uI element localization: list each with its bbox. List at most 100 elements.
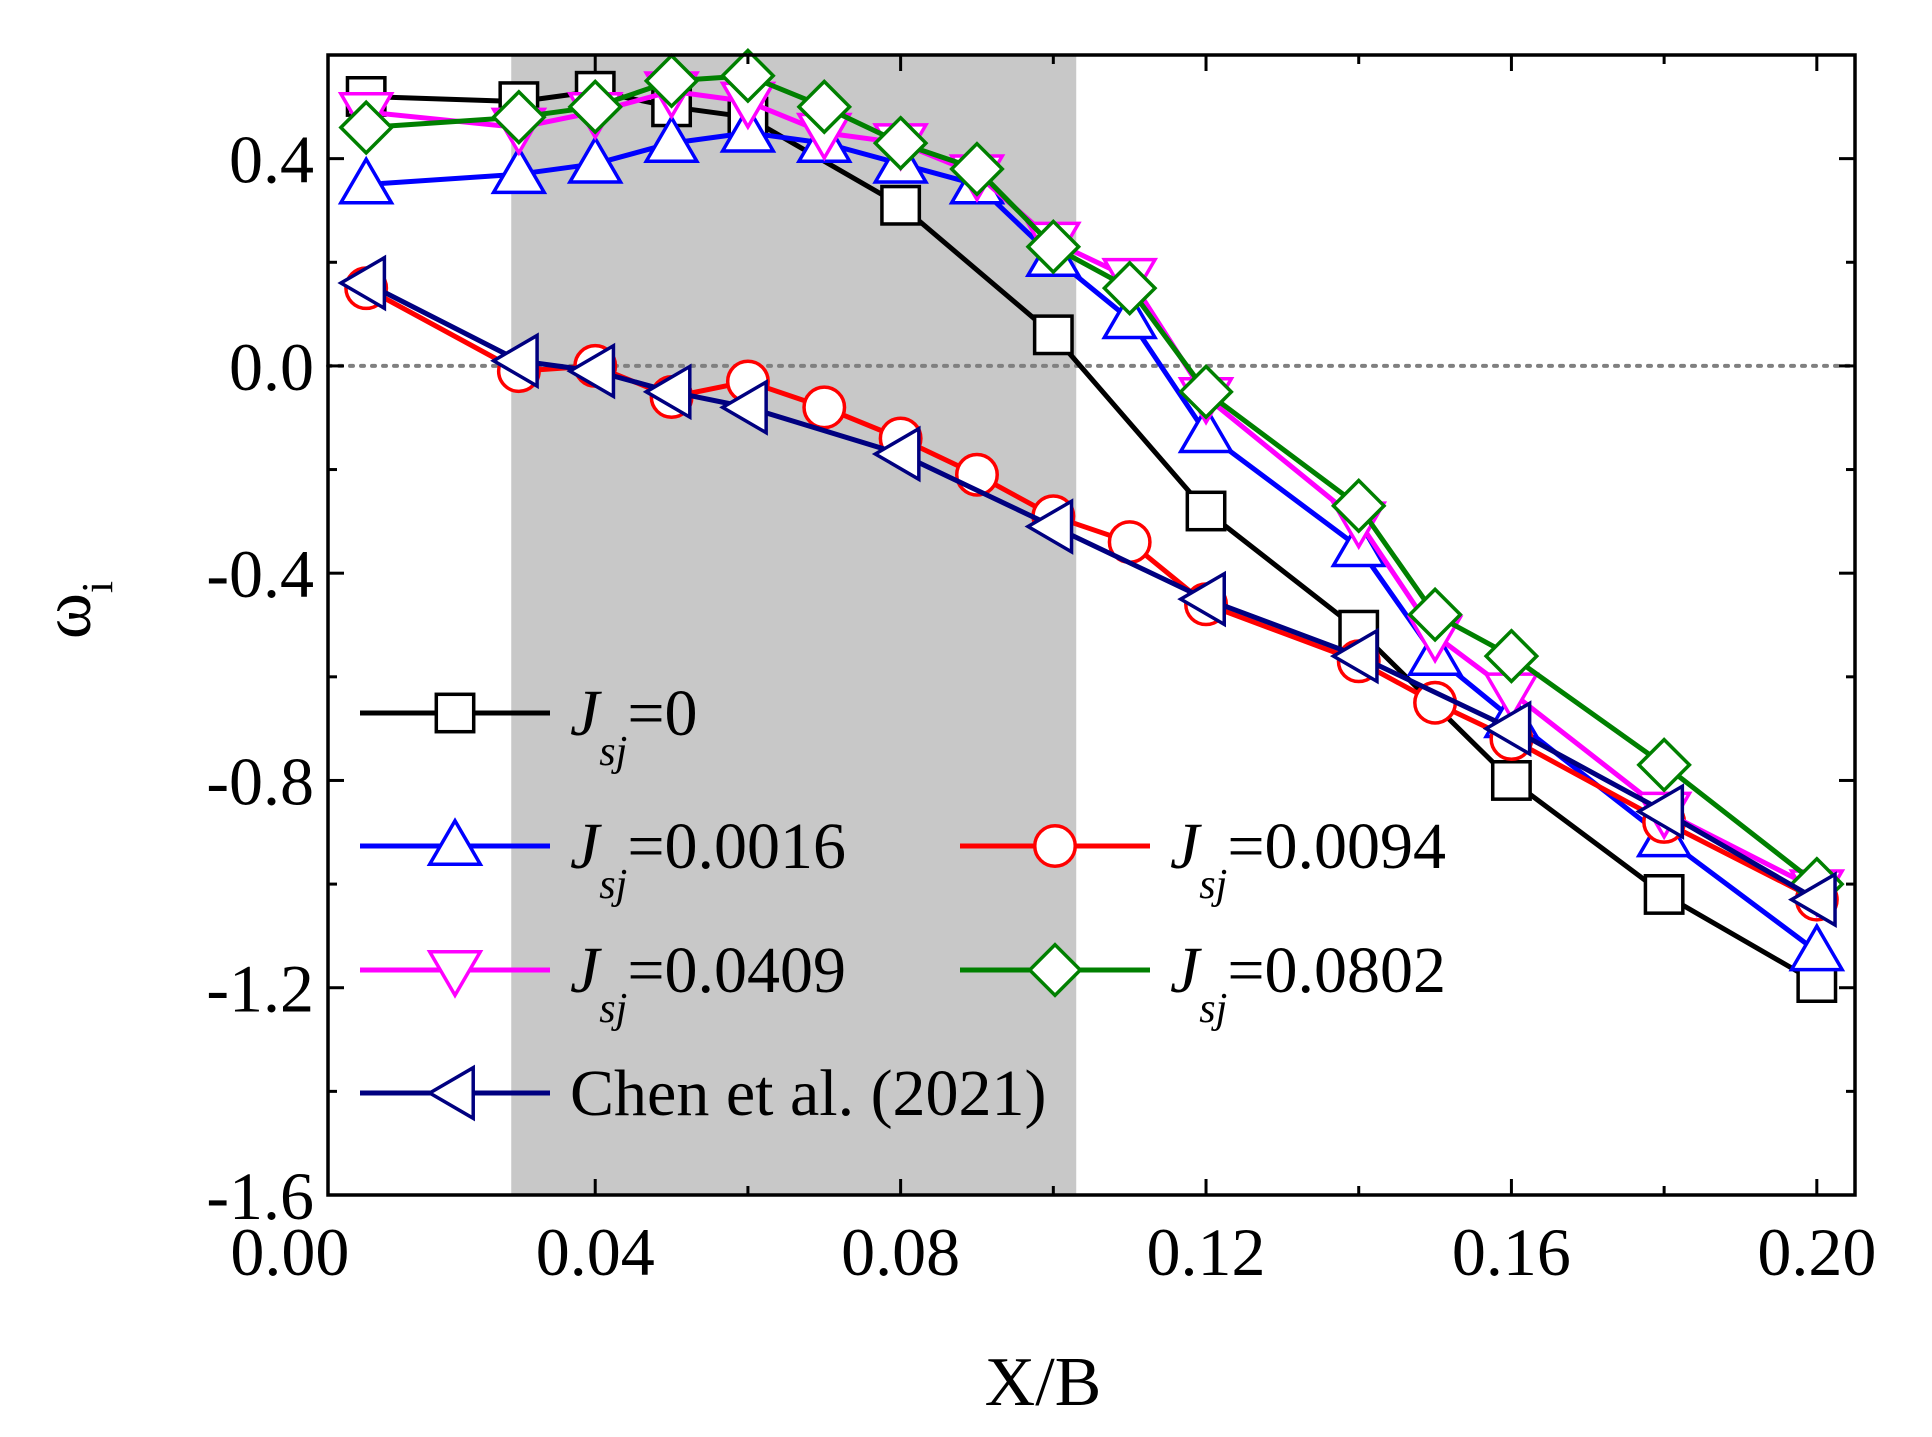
- data-point-0-9: [1490, 760, 1532, 801]
- legend-label-3: Jsj=0.0409: [570, 934, 846, 1032]
- data-point-2-5: [802, 385, 847, 430]
- data-point-5-7: [1177, 570, 1226, 628]
- legend-marker-5: [426, 1064, 475, 1122]
- legend-label-value: =0.0016: [627, 810, 846, 883]
- data-point-5-6: [1024, 498, 1074, 555]
- plot-frame: [326, 53, 1857, 1197]
- legend-label-value: =0.0802: [1227, 934, 1446, 1007]
- data-point-5-10: [1635, 783, 1685, 840]
- data-point-1-15: [1788, 922, 1846, 972]
- axis-ticks: [328, 55, 1855, 1197]
- x-tick-label: 0.16: [1452, 1214, 1571, 1290]
- legend-label-main: J: [570, 677, 602, 750]
- legend-label-5: Chen et al. (2021): [570, 1057, 1047, 1130]
- legend-entry-2: Jsj=0.0094: [960, 810, 1446, 908]
- data-point-4-13: [1483, 628, 1540, 684]
- legend-label-sub: sj: [1199, 862, 1227, 908]
- y-tick-label: -1.6: [206, 1158, 314, 1234]
- series-line-4: [366, 73, 1819, 887]
- legend-entry-1: Jsj=0.0016: [360, 810, 846, 908]
- legend-marker-1: [426, 817, 484, 866]
- data-point-1-1: [490, 145, 548, 195]
- series-4: [338, 47, 1845, 912]
- data-point-0-5: [880, 184, 922, 226]
- legend-entry-0: Jsj=0: [360, 677, 698, 775]
- data-point-4-7: [949, 141, 1005, 197]
- data-point-0-6: [1032, 314, 1074, 356]
- x-tick-labels: 0.00 0.04 0.08 0.12 0.16 0.20: [230, 1214, 1876, 1290]
- series-line-1: [366, 130, 1819, 954]
- data-point-5-5: [871, 425, 921, 483]
- data-point-5-2: [566, 342, 616, 400]
- data-point-0-10: [1643, 874, 1685, 915]
- legend-entry-3: Jsj=0.0409: [360, 934, 846, 1032]
- legend-marker-4: [1027, 942, 1083, 998]
- series-5: [337, 254, 1837, 928]
- x-tick-label: 0.00: [230, 1214, 349, 1290]
- data-point-5-11: [1788, 871, 1837, 928]
- data-point-1-3: [643, 114, 700, 164]
- data-point-4-9: [1101, 260, 1158, 316]
- data-point-4-8: [1025, 218, 1082, 275]
- data-point-4-2: [567, 79, 623, 135]
- legend-label-main: J: [1170, 810, 1202, 883]
- data-point-2-12: [1413, 680, 1458, 725]
- data-point-4-12: [1407, 586, 1463, 643]
- data-point-5-9: [1482, 700, 1532, 757]
- legend-label-2: Jsj=0.0094: [1170, 810, 1446, 908]
- data-point-0-7: [1185, 490, 1227, 532]
- y-tick-label: 0.4: [229, 122, 314, 198]
- legend-label-value: =0.0409: [627, 934, 846, 1007]
- data-point-4-4: [720, 47, 776, 104]
- legend-label-sub: sj: [599, 729, 627, 775]
- data-point-4-11: [1330, 478, 1387, 534]
- x-tick-label: 0.12: [1147, 1214, 1266, 1290]
- series-layer: [337, 47, 1846, 1003]
- legend-marker-3: [426, 950, 484, 999]
- legend-marker-2: [1033, 824, 1077, 868]
- legend-entry-5: Chen et al. (2021): [360, 1057, 1047, 1130]
- y-tick-label: 0.0: [229, 329, 314, 405]
- legend-label-main: J: [570, 934, 602, 1007]
- data-point-1-2: [566, 135, 624, 184]
- legend-label-main: J: [1170, 934, 1202, 1007]
- data-point-4-10: [1178, 364, 1234, 420]
- legend-label-4: Jsj=0.0802: [1170, 934, 1446, 1032]
- legend-label-sub: sj: [599, 862, 627, 908]
- y-axis-title-sub: i: [73, 581, 122, 593]
- x-tick-label: 0.08: [841, 1214, 960, 1290]
- data-point-1-0: [337, 155, 395, 205]
- data-point-5-4: [719, 379, 768, 436]
- data-point-4-6: [872, 115, 929, 171]
- x-tick-label: 0.04: [536, 1214, 655, 1290]
- data-point-5-3: [642, 363, 692, 421]
- data-point-4-5: [796, 79, 853, 135]
- data-point-4-0: [338, 99, 394, 156]
- legend-marker-0: [434, 692, 476, 734]
- legend-label-1: Jsj=0.0016: [570, 810, 846, 908]
- data-point-4-14: [1636, 737, 1692, 793]
- legend-label-sub: sj: [599, 986, 627, 1032]
- legend-label-sub: sj: [1199, 986, 1227, 1032]
- y-axis-title-main: ω: [29, 593, 106, 639]
- data-point-4-1: [491, 89, 547, 145]
- data-point-5-8: [1329, 627, 1379, 685]
- y-tick-labels: -1.6 -1.2 -0.8 -0.4 0.0 0.4: [206, 122, 314, 1234]
- data-point-1-10: [1177, 404, 1235, 454]
- data-point-5-1: [490, 332, 539, 390]
- legend-label-main: J: [570, 810, 602, 883]
- y-tick-label: -0.8: [206, 743, 314, 819]
- x-tick-label: 0.20: [1757, 1214, 1876, 1290]
- shaded-band: [511, 55, 1077, 1195]
- y-axis-title: ωi: [29, 581, 122, 639]
- y-tick-label: -1.2: [206, 951, 314, 1027]
- data-point-5-0: [337, 254, 387, 312]
- legend-label-value: =0.0094: [1227, 810, 1446, 883]
- legend-entry-4: Jsj=0.0802: [960, 934, 1446, 1032]
- data-point-4-3: [643, 53, 700, 109]
- shaded-region: [511, 55, 1077, 1195]
- legend-label-value: =0: [627, 677, 697, 750]
- y-tick-label: -0.4: [206, 536, 314, 612]
